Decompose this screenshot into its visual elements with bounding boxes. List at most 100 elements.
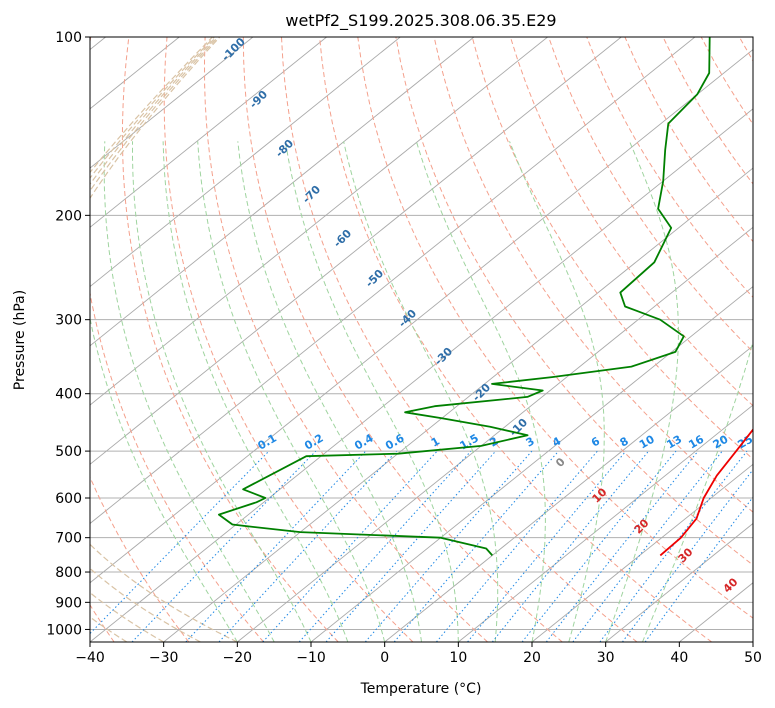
isotherm-label: -70 (300, 183, 323, 206)
dry-adiabat-line (738, 37, 753, 62)
theta-e-line (90, 37, 213, 642)
mixing-ratio-label: 3 (524, 435, 537, 450)
dry-adiabat-line (395, 37, 753, 566)
dry-adiabat-line (624, 37, 753, 243)
isotherm-line (310, 285, 753, 642)
x-tick-label: 0 (380, 650, 389, 666)
x-tick-label: −20 (223, 650, 253, 666)
mixing-ratio-line (521, 450, 677, 642)
dry-adiabat-line (242, 37, 563, 642)
x-tick-label: −40 (75, 650, 105, 666)
mixing-ratio-line (218, 450, 397, 642)
theta-e-line (90, 37, 219, 642)
mixing-ratio-label: 30 (756, 432, 775, 451)
isotherm-line (90, 37, 696, 525)
dry-adiabat-line (163, 37, 414, 642)
dry-adiabat-line (203, 37, 488, 642)
x-tick-label: 50 (744, 650, 762, 666)
mixing-ratio-line (436, 450, 598, 642)
isotherm-line (531, 463, 753, 642)
theta-e-line (90, 37, 238, 642)
isotherm-label: -90 (247, 88, 270, 111)
dry-adiabat-line (586, 37, 753, 298)
mixing-ratio-line (298, 450, 472, 642)
y-tick-label: 800 (55, 565, 82, 581)
moist-adiabat-line (509, 141, 605, 642)
temperature-profile-line (659, 428, 753, 557)
moist-adiabat-line (237, 141, 422, 642)
mixing-ratio-line (467, 450, 627, 642)
mixing-ratio-line (131, 450, 317, 642)
dry-adiabat-line (90, 475, 190, 642)
x-tick-label: 10 (449, 650, 467, 666)
dewpoint-profile-line (218, 37, 711, 556)
dry-adiabat-line (509, 37, 753, 407)
mixing-ratio-line (621, 468, 753, 642)
mixing-ratio-label: 0.1 (255, 432, 278, 453)
isotherm-line (384, 345, 753, 642)
y-tick-label: 1000 (46, 622, 82, 638)
mixing-ratio-label: 4 (550, 434, 563, 449)
dry-adiabat-line (357, 37, 753, 619)
y-tick-label: 400 (55, 387, 82, 403)
y-tick-label: 600 (55, 491, 82, 507)
x-tick-label: 20 (523, 650, 541, 666)
chart-title: wetPf2_S199.2025.308.06.35.E29 (285, 11, 556, 31)
isotherm-label: -50 (363, 267, 386, 290)
isotherm-line (90, 37, 254, 169)
x-tick-label: 30 (597, 650, 615, 666)
dry-adiabat-line (90, 37, 264, 642)
mixing-ratio-label: 0.2 (302, 432, 325, 453)
moist-adiabat-line (642, 339, 753, 642)
x-tick-label: −30 (149, 650, 179, 666)
mixing-ratio-line (491, 450, 649, 642)
y-tick-label: 500 (55, 444, 82, 460)
y-tick-label: 100 (55, 30, 82, 46)
dry-adiabat-line (121, 37, 339, 642)
isotherm-line (90, 108, 753, 642)
x-axis-label: Temperature (°C) (360, 681, 482, 697)
isotherm-line (90, 37, 548, 406)
mixing-ratio-line (90, 450, 270, 635)
moist-adiabat-line (132, 141, 312, 642)
mixing-ratio-line (644, 496, 753, 642)
moist-adiabat-line (162, 141, 349, 642)
y-tick-label: 200 (55, 208, 82, 224)
isotherm-label: -40 (396, 307, 419, 330)
moist-adiabat-line (103, 141, 275, 642)
mixing-ratio-line (325, 450, 497, 642)
theta-e-line (90, 37, 215, 642)
isotherm-line (237, 226, 753, 642)
mixing-ratio-line (364, 450, 533, 642)
mixing-ratio-label: 0.4 (352, 431, 376, 452)
mixing-ratio-line (262, 450, 438, 642)
isotherm-line (163, 167, 753, 642)
x-tick-label: 40 (670, 650, 688, 666)
series-layer (218, 37, 753, 557)
mixing-ratio-label: 16 (686, 432, 706, 451)
axes: −40 −30 −20 −10 0 10 20 30 40 5010020030040050060… (46, 30, 762, 666)
isotherm-line (90, 48, 753, 584)
moist-adiabat-line (90, 315, 238, 642)
mixing-ratio-line (545, 450, 699, 642)
moist-adiabat-line (284, 141, 459, 642)
x-tick-label: −10 (296, 650, 326, 666)
mixing-ratio-label: 10 (637, 432, 657, 451)
isotherm-label: 10 (590, 485, 610, 505)
isotherm-label: -60 (331, 227, 354, 250)
isotherm-line (90, 37, 327, 228)
isotherm-line (679, 582, 753, 642)
mixing-ratio-label: 6 (589, 434, 602, 449)
isotherm-label: 40 (721, 575, 741, 595)
isotherm-label: -80 (273, 137, 296, 160)
dry-adiabat-line (433, 37, 753, 513)
mixing-ratio-line (185, 450, 367, 642)
isotherm-line (90, 37, 475, 347)
dry-adiabat-line (319, 37, 713, 642)
plot-frame (89, 36, 754, 643)
dry-adiabat-line (281, 37, 638, 642)
isotherm-label: 0 (553, 455, 568, 470)
plot-area: 0.10.20.40.611.52346810131620253036-100-… (90, 37, 775, 642)
mixing-ratio-label: 20 (711, 432, 731, 451)
isotherm-line (605, 522, 753, 642)
